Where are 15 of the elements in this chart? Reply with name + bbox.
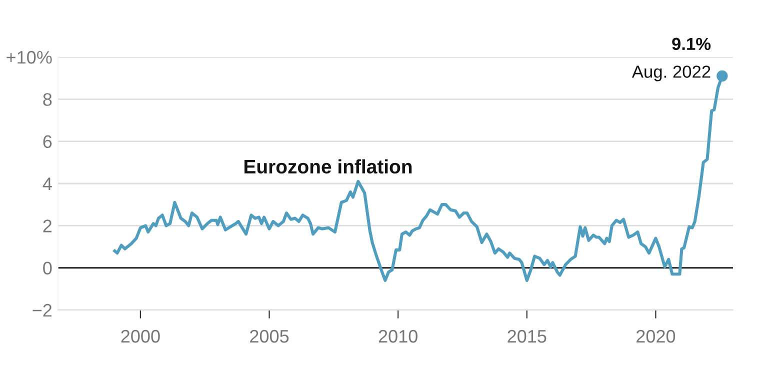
y-tick-label: 6: [43, 135, 52, 148]
x-tick-label: 2015: [508, 330, 546, 343]
x-tick-label: 2005: [250, 330, 289, 343]
y-tick-label: 0: [43, 262, 52, 275]
y-tick-label: −2: [32, 304, 52, 317]
text: Eurozone inflation: [244, 159, 412, 174]
annotation: Aug. 2022: [632, 66, 710, 82]
x-tick-label: 2000: [121, 330, 160, 343]
annotation: 9.1%: [672, 38, 711, 50]
y-tick-label: 8: [43, 93, 52, 106]
y-tick-label: 4: [42, 178, 52, 190]
y-tick-label: 2: [43, 220, 52, 232]
x-tick-label: 2010: [378, 330, 418, 343]
x-tick-label: 2020: [636, 330, 676, 343]
y-tick-label: +10%: [6, 50, 52, 64]
